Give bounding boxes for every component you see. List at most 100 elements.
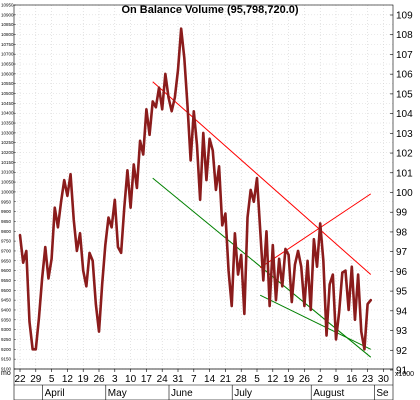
left-tick-label: 9200 [1, 347, 12, 352]
x-tick-label: 26 [93, 374, 105, 385]
left-tick-label: 9100 [1, 367, 12, 372]
left-tick-label: 10800 [1, 32, 14, 37]
grid [14, 4, 393, 370]
left-tick-label: 10450 [1, 101, 14, 106]
x-tick-label: 21 [220, 374, 232, 385]
left-tick-label: 9750 [1, 239, 12, 244]
x-tick-label: 19 [283, 374, 295, 385]
x-tick-label: 29 [30, 374, 42, 385]
left-tick-label: 10500 [1, 91, 14, 96]
trendline-rising-resistance [259, 193, 372, 269]
month-label: June [171, 388, 193, 399]
x-tick-label: 30 [378, 374, 390, 385]
trendline-rising-support [259, 294, 371, 350]
left-tick-label: 9850 [1, 219, 12, 224]
left-tick-label: 10000 [1, 189, 14, 194]
left-tick-label: 10100 [1, 170, 14, 175]
right-tick-label: 104 [396, 109, 413, 120]
left-tick-label: 9950 [1, 199, 12, 204]
month-label: April [45, 388, 65, 399]
right-tick-label: 107 [396, 50, 413, 61]
left-tick-label: 10300 [1, 130, 14, 135]
left-tick-label: 10200 [1, 150, 14, 155]
month-label: May [108, 388, 127, 399]
x-tick-label: 7 [191, 374, 197, 385]
right-tick-label: 101 [396, 168, 413, 179]
left-tick-label: 10350 [1, 121, 14, 126]
chart-title: On Balance Volume (95,798,720.0) [121, 4, 298, 16]
right-tick-label: 109 [396, 11, 413, 22]
left-tick-label: 9550 [1, 278, 12, 283]
left-tick-label: 9500 [1, 288, 12, 293]
left-tick-label: 10700 [1, 52, 14, 57]
y-unit-label: x1000 [395, 371, 414, 378]
x-tick-label: 23 [362, 374, 374, 385]
corner-label: mo [1, 370, 11, 377]
x-tick-label: 3 [112, 374, 118, 385]
right-tick-label: 105 [396, 89, 413, 100]
left-tick-label: 10400 [1, 111, 14, 116]
right-tick-label: 100 [396, 188, 413, 199]
left-tick-label: 9450 [1, 298, 12, 303]
x-tick-label: 9 [333, 374, 339, 385]
left-tick-label: 9650 [1, 258, 12, 263]
left-tick-label: 9900 [1, 209, 12, 214]
obv-series-line [18, 27, 373, 351]
left-tick-label: 10950 [1, 3, 14, 8]
right-axis: 91 92 93 94 95 96 97 98 99 100 101 102 103 104 105 106 1… [390, 11, 413, 377]
plot-frame [13, 4, 394, 400]
x-tick-label: 31 [172, 374, 184, 385]
left-tick-label: 10600 [1, 71, 14, 76]
x-tick-label: 16 [346, 374, 358, 385]
left-tick-label: 10050 [1, 180, 14, 185]
right-tick-label: 95 [396, 287, 408, 298]
x-tick-label: 14 [204, 374, 216, 385]
x-tick-label: 10 [125, 374, 137, 385]
left-tick-label: 9300 [1, 327, 12, 332]
x-tick-label: 2 [317, 374, 323, 385]
x-tick-label: 26 [299, 374, 311, 385]
x-tick-label: 17 [141, 374, 153, 385]
right-tick-label: 108 [396, 30, 413, 41]
x-tick-label: 19 [78, 374, 90, 385]
x-tick-label: 28 [236, 374, 248, 385]
x-axis: 22 29 5 12 19 26 3 10 17 24 31 7 14 21 28 5 12 19 26 2 9 16 23… [14, 368, 393, 400]
right-tick-label: 92 [396, 346, 408, 357]
right-tick-label: 99 [396, 208, 408, 219]
left-axis: 9100 9150 9200 9250 9300 9350 9400 9450 9500 9550… [1, 3, 16, 372]
x-tick-label: 5 [254, 374, 260, 385]
left-tick-label: 10150 [1, 160, 14, 165]
right-tick-label: 97 [396, 247, 408, 258]
left-tick-label: 10900 [1, 12, 14, 17]
right-tick-label: 96 [396, 267, 408, 278]
left-tick-label: 10750 [1, 42, 14, 47]
plot-area [18, 27, 373, 351]
right-tick-label: 93 [396, 326, 408, 337]
left-tick-label: 9150 [1, 357, 12, 362]
x-tick-label: 12 [267, 374, 279, 385]
right-tick-label: 103 [396, 129, 413, 140]
x-tick-label: 22 [14, 374, 26, 385]
x-tick-label: 5 [49, 374, 55, 385]
month-label: July [234, 388, 252, 399]
x-tick-label: 24 [157, 374, 169, 385]
right-tick-label: 91 [396, 366, 408, 377]
month-label: August [313, 388, 344, 399]
right-tick-label: 94 [396, 306, 408, 317]
x-tick-label: 12 [62, 374, 74, 385]
left-tick-label: 10550 [1, 81, 14, 86]
left-tick-label: 9600 [1, 268, 12, 273]
left-tick-label: 9400 [1, 307, 12, 312]
month-label: Se [376, 388, 389, 399]
left-tick-label: 10850 [1, 22, 14, 27]
left-tick-label: 9250 [1, 337, 12, 342]
left-tick-label: 9800 [1, 229, 12, 234]
left-tick-label: 10650 [1, 62, 14, 67]
right-tick-label: 98 [396, 227, 408, 238]
right-tick-label: 102 [396, 149, 413, 160]
left-tick-label: 10250 [1, 140, 14, 145]
left-tick-label: 9700 [1, 248, 12, 253]
right-tick-label: 106 [396, 70, 413, 81]
